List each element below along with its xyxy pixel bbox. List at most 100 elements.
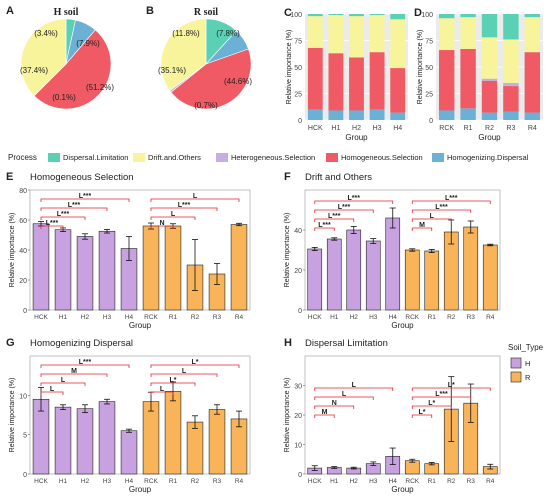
bar [385,217,401,311]
significance-label: L [171,211,176,218]
x-tick-label: HCK [34,314,48,321]
y-tick-label: 25 [294,92,302,99]
x-tick-label: R3 [467,478,476,485]
significance-label: L*** [328,213,341,220]
significance-bracket [411,414,433,418]
significance-label: L*** [178,202,191,209]
legend-swatch [432,153,444,162]
x-tick-label: H4 [125,314,134,321]
y-axis-label: Relative importance (%) [417,30,424,105]
x-tick-label: R3 [213,478,222,485]
y-tick-label: 80 [19,188,27,195]
significance-label: L*** [57,211,70,218]
panel-title: Dispersal Limitation [305,338,388,349]
x-axis-label: Group [129,321,152,330]
significance-bracket [314,209,374,213]
significance-bracket [314,200,394,204]
stacked-bar-segment [307,109,323,120]
significance-label: M [71,368,77,375]
y-tick-label: 20 [294,413,302,420]
x-tick-label: RCK [144,314,158,321]
x-tick-label: R2 [485,125,494,132]
significance-label: L* [419,409,426,416]
stacked-bar-segment [390,19,406,69]
legend-swatch [133,153,145,162]
significance-label: M [322,409,328,416]
significance-label: L*** [435,204,448,211]
pie-slice-label: (3.4%) [34,29,58,38]
stacked-bar-segment [503,39,519,83]
stacked-bar-segment [460,48,476,109]
significance-label: L [342,391,347,398]
significance-bracket [150,207,218,211]
significance-bracket [150,225,174,229]
x-tick-label: H1 [59,478,68,485]
significance-bracket [150,216,196,220]
panel-letter: H [284,337,292,349]
y-tick-label: 30 [294,384,302,391]
x-tick-label: R2 [447,478,456,485]
x-tick-label: R1 [169,478,178,485]
x-tick-label: HCK [308,125,323,132]
panel-letter: E [6,171,13,183]
y-tick-label: 50 [294,65,302,72]
x-tick-label: H2 [350,314,359,321]
significance-bracket [40,364,130,368]
pie-slice-label: (7.8%) [216,29,240,38]
significance-bracket [411,405,452,409]
stacked-bar-segment [349,14,364,17]
bar [142,225,160,311]
stacked-bar-segment [438,110,455,120]
x-tick-label: HCK [308,478,322,485]
bar [54,229,72,311]
x-axis-label: Group [391,485,414,494]
significance-label: L* [170,377,177,384]
y-tick-label: 100 [421,12,433,19]
stacked-bar-segment [460,108,476,120]
bar [424,250,440,311]
bar [186,421,204,475]
stacked-bar-segment [349,16,364,58]
x-tick-label: H4 [125,478,134,485]
x-tick-label: H3 [369,314,378,321]
x-tick-label: H1 [330,314,339,321]
x-tick-label: H1 [59,314,68,321]
significance-bracket [150,364,240,368]
legend-item-label: Homogeneous.Selection [341,153,423,162]
y-axis-label: Relative importance (%) [284,213,291,288]
significance-bracket [314,387,394,391]
significance-label: L*** [318,222,331,229]
stacked-bar-segment [369,14,385,16]
bar [98,230,116,311]
y-tick-label: 20 [294,268,302,275]
bar [365,240,381,311]
legend-item-label: Heterogeneous.Selection [231,153,315,162]
significance-bracket [40,373,108,377]
x-tick-label: R2 [447,314,456,321]
significance-label: L*** [46,220,59,227]
significance-label: L [160,386,165,393]
x-tick-label: R4 [528,125,537,132]
pie-slice [160,18,207,92]
panel-letter: B [146,5,154,17]
x-tick-label: R3 [213,314,222,321]
significance-bracket [411,227,433,231]
x-tick-label: RCK [405,478,419,485]
x-tick-label: H4 [389,314,398,321]
y-tick-label: 75 [294,39,302,46]
significance-label: L*** [79,193,92,200]
legend-item-label: Drift.and.Others [148,153,201,162]
y-tick-label: 60 [19,218,27,225]
stacked-bar-segment [503,86,519,112]
significance-label: L [193,193,198,200]
bar [346,229,362,311]
panel-letter: D [414,7,422,19]
significance-bracket [150,198,240,202]
y-tick-label: 0 [298,308,302,315]
x-tick-label: R1 [169,314,178,321]
bar [230,224,248,311]
stacked-bar-segment [328,14,344,16]
x-tick-label: H2 [81,314,90,321]
stacked-bar-segment [369,52,385,110]
stacked-bar-segment [390,112,406,120]
